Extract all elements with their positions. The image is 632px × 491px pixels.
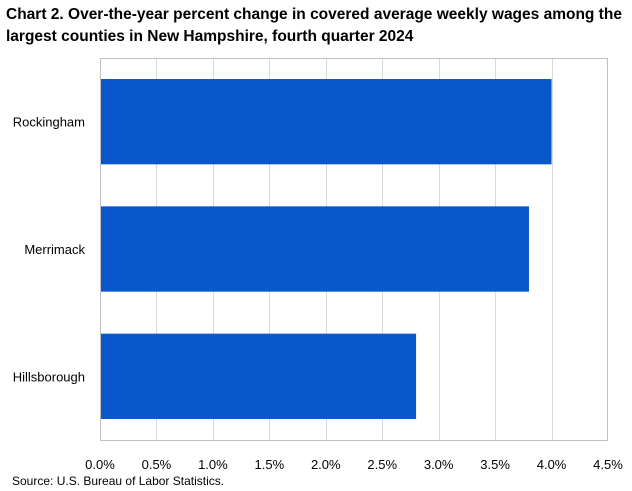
- category-label: Hillsborough: [13, 369, 85, 384]
- x-tick-label: 2.0%: [311, 457, 341, 472]
- bar-hillsborough: [101, 333, 417, 419]
- x-tick-label: 1.5%: [255, 457, 285, 472]
- plot-area-border: [100, 58, 608, 441]
- bar-merrimack: [101, 206, 529, 292]
- source-note: Source: U.S. Bureau of Labor Statistics.: [12, 474, 225, 488]
- chart-title: Chart 2. Over-the-year percent change in…: [6, 6, 622, 45]
- category-label: Merrimack: [24, 242, 85, 257]
- category-labels: Rockingham Merrimack Hillsborough: [13, 115, 86, 385]
- x-tick-label: 0.5%: [142, 457, 172, 472]
- x-tick-labels: 0.0% 0.5% 1.0% 1.5% 2.0% 2.5% 3.0% 3.5% 4.0% 4.5%: [85, 457, 623, 472]
- x-tick-label: 1.0%: [198, 457, 228, 472]
- bars: [101, 79, 552, 419]
- x-tick-label: 4.0%: [537, 457, 567, 472]
- bar-rockingham: [101, 79, 552, 165]
- x-tick-label: 4.5%: [593, 457, 623, 472]
- x-tick-label: 2.5%: [367, 457, 397, 472]
- category-label: Rockingham: [13, 115, 85, 130]
- x-tick-label: 0.0%: [85, 457, 115, 472]
- x-tick-label: 3.0%: [424, 457, 454, 472]
- x-tick-label: 3.5%: [480, 457, 510, 472]
